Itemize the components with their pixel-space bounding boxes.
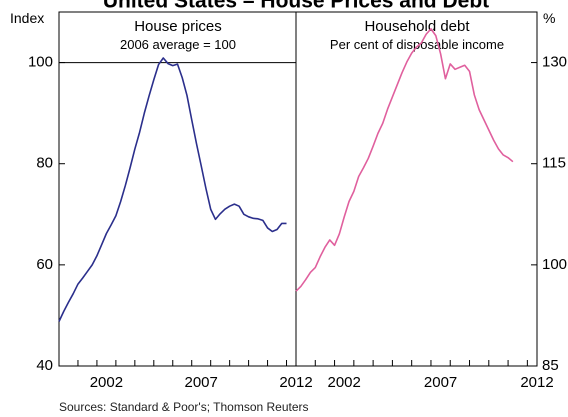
y-tick-label-right: 130 [542,54,567,71]
x-tick-label-1: 2002 [328,374,361,391]
x-tick-label-1: 2007 [424,374,457,391]
series-line-1-0 [295,28,514,292]
y-tick-label-right: 85 [542,357,559,374]
y-tick-label-left: 40 [36,357,53,374]
series-line-0-0 [58,57,287,322]
y-tick-label-left: 60 [36,256,53,273]
x-tick-label-1: 2012 [520,374,553,391]
x-tick-label-0: 2007 [185,374,218,391]
chart-title: United States – House Prices and Debt [103,0,489,13]
right-axis-unit: % [543,10,555,26]
x-tick-label-0: 2002 [90,374,123,391]
plot-border [58,11,538,367]
y-tick-label-right: 115 [542,155,566,172]
y-tick-label-left: 80 [36,155,53,172]
panel-title-house-prices: House prices [134,18,222,35]
x-tick-label-0: 2012 [279,374,312,391]
panel-title-household-debt: Household debt [364,18,470,35]
panel-subtitle-house-prices: 2006 average = 100 [120,37,236,52]
left-axis-unit: Index [10,10,44,26]
source-note: Sources: Standard & Poor's; Thomson Reut… [59,400,309,414]
plot-frame [58,11,538,367]
y-tick-label-right: 100 [542,256,567,273]
panel-subtitle-household-debt: Per cent of disposable income [330,37,504,52]
y-tick-label-left: 100 [28,54,53,71]
